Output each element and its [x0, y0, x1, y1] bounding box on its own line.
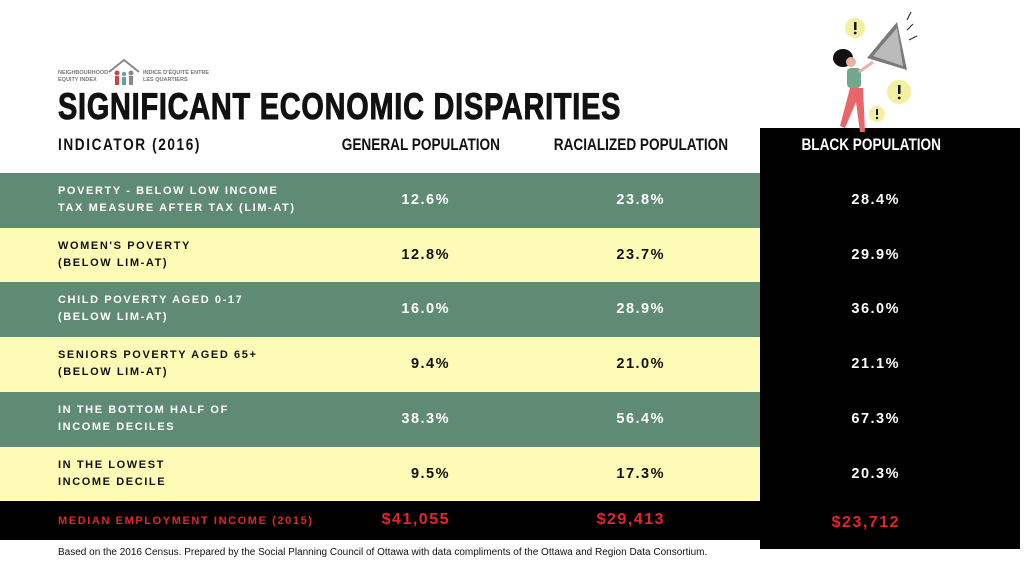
row-band	[0, 173, 760, 228]
column-header: GENERAL POPULATION	[271, 135, 571, 155]
cell-value: 20.3%	[851, 465, 900, 482]
black-column	[760, 128, 1020, 549]
cell-value: 23.7%	[616, 246, 665, 263]
row-label: IN THE BOTTOM HALF OF INCOME DECILES	[58, 402, 229, 436]
title: SIGNIFICANT ECONOMIC DISPARITIES	[58, 86, 780, 128]
cell-value: 56.4%	[616, 410, 665, 427]
logo-text: NEIGHBOURHOOD	[58, 70, 109, 76]
logo-english: NEIGHBOURHOOD EQUITY INDEX	[58, 70, 108, 83]
cell-value: 28.4%	[851, 192, 900, 208]
header-text: RACIALIZED POPULATION	[553, 135, 729, 154]
row-label: SENIORS POVERTY AGED 65+ (BELOW LIM-AT)	[58, 347, 257, 381]
footnote: Based on the 2016 Census. Prepared by th…	[58, 547, 708, 558]
cell-value: 17.3%	[616, 465, 665, 482]
label-line: (BELOW LIM-AT)	[58, 366, 169, 379]
logo-text: EQUITY INDEX	[58, 76, 97, 83]
footer-value: $23,712	[831, 514, 900, 531]
label-line: IN THE LOWEST	[58, 458, 165, 471]
label-line: IN THE BOTTOM HALF OF	[58, 403, 229, 416]
label-line: CHILD POVERTY AGED 0-17	[58, 294, 244, 307]
row-label: WOMEN'S POVERTY (BELOW LIM-AT)	[58, 238, 191, 272]
label-line: INCOME DECILES	[58, 420, 176, 433]
cell-value: 9.4%	[410, 356, 450, 373]
label-line: TAX MEASURE AFTER TAX (LIM-AT)	[58, 202, 296, 214]
row-band	[0, 227, 760, 283]
row-label: IN THE LOWEST INCOME DECILE	[58, 457, 166, 491]
footer-band	[0, 501, 760, 540]
cell-value: 12.8%	[401, 246, 450, 263]
column-header: RACIALIZED POPULATION	[491, 135, 791, 155]
label-line: (BELOW LIM-AT)	[58, 256, 169, 269]
label-line: POVERTY - BELOW LOW INCOME	[58, 185, 279, 197]
logo-icon	[108, 58, 140, 85]
column-header: BLACK POPULATION	[721, 135, 1021, 155]
footer-value: $29,413	[596, 511, 665, 528]
row-label: CHILD POVERTY AGED 0-17 (BELOW LIM-AT)	[58, 292, 243, 326]
cell-value: 9.5%	[410, 465, 450, 482]
cell-value: 16.0%	[401, 301, 450, 318]
header-text: INDICATOR (2016)	[58, 135, 201, 154]
logo-text: INDICE D'ÉQUITÉ ENTRE	[143, 70, 210, 76]
cell-value: 12.6%	[401, 192, 450, 208]
header-text: BLACK POPULATION	[801, 135, 941, 154]
footer-value: $41,055	[381, 511, 450, 528]
row-label: POVERTY - BELOW LOW INCOME TAX MEASURE AF…	[58, 183, 296, 217]
row-band	[0, 446, 760, 502]
cell-value: 38.3%	[401, 410, 450, 427]
cell-value: 21.1%	[851, 356, 900, 373]
row-band	[0, 391, 760, 447]
title-text: SIGNIFICANT ECONOMIC DISPARITIES	[58, 86, 622, 128]
row-band	[0, 337, 760, 393]
header-text: GENERAL POPULATION	[341, 135, 501, 154]
cell-value: 67.3%	[851, 410, 900, 427]
footer-label: MEDIAN EMPLOYMENT INCOME (2015)	[58, 515, 314, 527]
label-line: (BELOW LIM-AT)	[58, 311, 169, 324]
cell-value: 36.0%	[851, 301, 900, 318]
cell-value: 28.9%	[616, 301, 665, 318]
label-line: INCOME DECILE	[58, 475, 167, 488]
cell-value: 29.9%	[851, 246, 900, 263]
label-line: SENIORS POVERTY AGED 65+	[58, 349, 258, 362]
label-line: WOMEN'S POVERTY	[58, 239, 191, 252]
megaphone-illustration	[833, 11, 918, 132]
cell-value: 23.8%	[616, 192, 665, 208]
row-band	[0, 282, 760, 338]
logo-text: LES QUARTIERS	[143, 76, 188, 83]
column-header: INDICATOR (2016)	[58, 135, 237, 155]
cell-value: 21.0%	[616, 356, 665, 373]
logo-french: INDICE D'ÉQUITÉ ENTRE LES QUARTIERS	[143, 70, 209, 83]
